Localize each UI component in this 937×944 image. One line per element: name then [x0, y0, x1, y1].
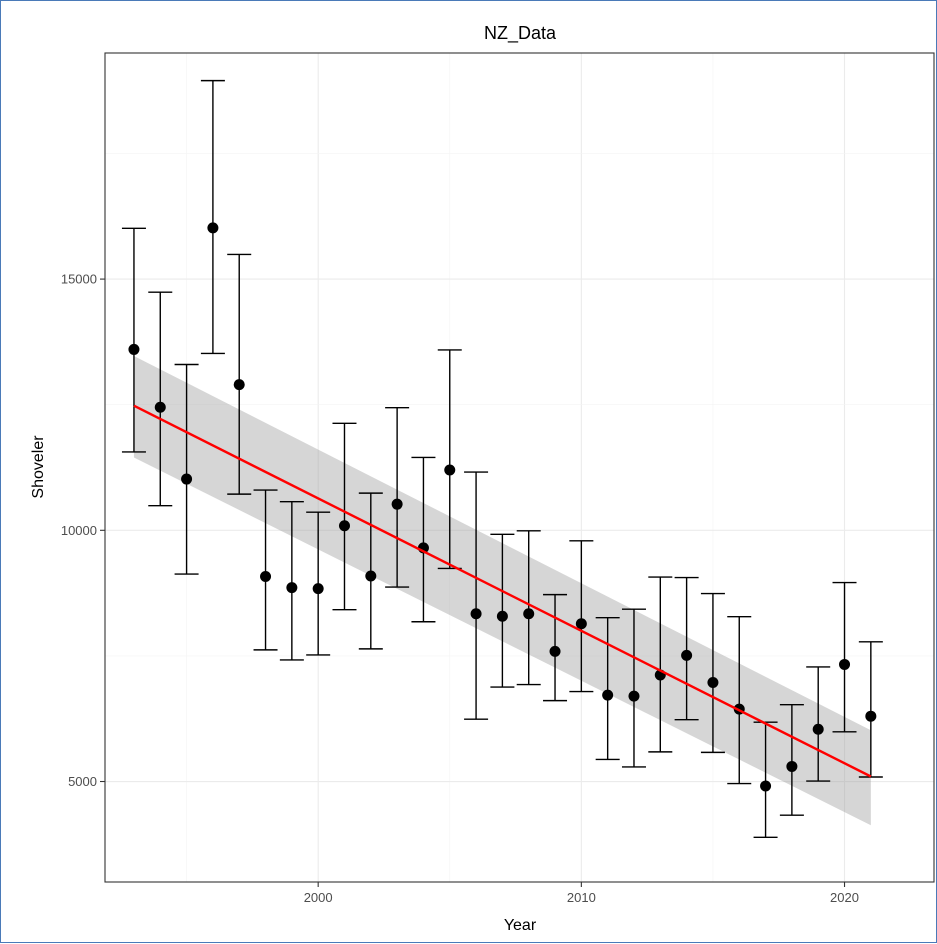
data-point: [207, 222, 219, 234]
data-point: [523, 608, 535, 620]
trend-line: [133, 404, 872, 778]
x-tick-label: 2010: [567, 890, 596, 905]
error-bar: [858, 641, 883, 778]
data-point: [812, 723, 824, 735]
error-bar: [174, 363, 199, 575]
panel-border: [104, 52, 935, 883]
error-bar: [332, 422, 357, 611]
error-bar: [253, 489, 278, 651]
x-tick-label: 2000: [304, 890, 333, 905]
data-point: [154, 401, 166, 413]
x-axis-title: Year: [504, 917, 537, 934]
data-point: [128, 343, 140, 355]
error-bar: [464, 471, 489, 720]
error-bar: [700, 592, 725, 754]
error-bar: [279, 500, 304, 661]
x-tick-label: 2020: [830, 890, 859, 905]
data-point: [628, 690, 640, 702]
data-point: [760, 780, 772, 792]
data-point: [365, 570, 377, 582]
error-bar: [674, 576, 699, 721]
error-bars: [121, 79, 883, 838]
data-point: [496, 610, 508, 622]
data-point: [865, 710, 877, 722]
error-bar: [727, 616, 752, 785]
x-axis: 2000 2010 2020: [304, 882, 859, 905]
y-axis-title: Shoveler: [30, 435, 47, 499]
data-point: [681, 649, 693, 661]
error-bar: [411, 456, 436, 623]
data-point: [233, 379, 245, 391]
error-bar: [595, 617, 620, 761]
error-bar: [490, 533, 515, 688]
data-point: [260, 571, 272, 583]
error-bar: [227, 253, 252, 495]
error-bar: [121, 227, 146, 453]
chart-title: NZ_Data: [484, 23, 557, 44]
error-bar: [569, 540, 594, 693]
data-point: [470, 608, 482, 620]
data-point: [444, 464, 456, 476]
data-point: [549, 645, 561, 657]
y-axis: 5000 10000 15000: [61, 272, 105, 789]
error-bar: [779, 703, 804, 816]
error-bar: [621, 608, 646, 768]
error-bar: [385, 407, 410, 588]
data-point: [839, 658, 851, 670]
error-bar: [516, 530, 541, 686]
data-point: [786, 760, 798, 772]
error-bar: [148, 291, 173, 507]
y-tick-label: 5000: [68, 774, 97, 789]
data-point: [602, 689, 614, 701]
error-bar: [200, 79, 225, 355]
data-point: [286, 582, 298, 594]
y-tick-label: 15000: [61, 272, 97, 287]
y-tick-label: 10000: [61, 523, 97, 538]
data-point: [181, 473, 193, 485]
error-bar: [648, 576, 673, 753]
trend-line-layer: [133, 404, 872, 778]
data-point: [391, 498, 403, 510]
error-bar: [832, 581, 857, 733]
data-point: [707, 677, 719, 689]
data-point: [312, 583, 324, 595]
data-point: [575, 618, 587, 630]
data-point: [338, 520, 350, 532]
